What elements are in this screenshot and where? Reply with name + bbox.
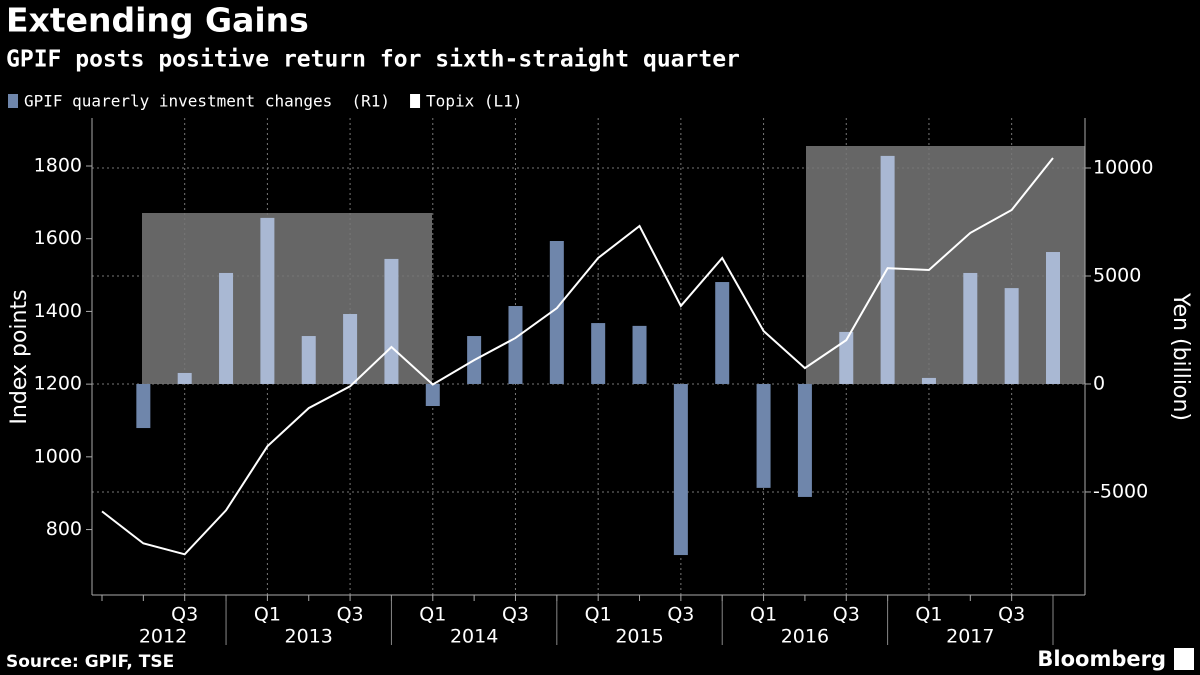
y2-axis-title: Yen (billion)	[1168, 292, 1193, 421]
year-label: 2012	[139, 626, 187, 648]
y-axis-title: Index points	[7, 289, 32, 424]
line	[101, 157, 1054, 556]
y2-tick-label: 0	[1093, 372, 1105, 394]
year-label: 2016	[781, 626, 829, 648]
x-tick-label: Q1	[915, 604, 942, 626]
x-tick-label: Q3	[833, 604, 860, 626]
x-tick-label: Q3	[667, 604, 694, 626]
brand: Bloomberg	[1037, 647, 1166, 671]
bar	[549, 241, 564, 384]
brand-icon	[1174, 648, 1194, 670]
bar	[715, 282, 730, 384]
y-tick-label: 1800	[34, 154, 82, 176]
year-label: 2017	[946, 626, 994, 648]
bar	[591, 323, 606, 384]
bar	[177, 372, 192, 384]
y2-tick-label: -5000	[1093, 480, 1148, 502]
legend-swatch	[410, 94, 421, 108]
y-tick-label: 800	[46, 518, 82, 540]
bar	[384, 258, 399, 384]
chart-subtitle: GPIF posts positive return for sixth-str…	[6, 47, 740, 73]
x-tick-label: Q3	[998, 604, 1025, 626]
bar	[756, 383, 771, 488]
bar	[508, 306, 523, 384]
x-tick-label: Q1	[750, 604, 777, 626]
source: Source: GPIF, TSE	[6, 652, 174, 672]
year-label: 2014	[450, 626, 498, 648]
bar	[136, 383, 151, 429]
bar	[963, 272, 978, 384]
bar	[219, 272, 234, 384]
bar	[425, 383, 440, 407]
x-tick-label: Q1	[419, 604, 446, 626]
bar	[301, 336, 316, 384]
x-tick-label: Q1	[254, 604, 281, 626]
bar	[839, 331, 854, 384]
year-label: 2013	[285, 626, 333, 648]
bar	[921, 377, 936, 384]
bar	[343, 314, 358, 384]
y2-tick-label: 5000	[1093, 264, 1141, 286]
x-tick-label: Q3	[502, 604, 529, 626]
y-tick-label: 1400	[34, 300, 82, 322]
legend-swatch	[8, 94, 18, 108]
bar	[797, 383, 812, 497]
y-tick-label: 1600	[34, 227, 82, 249]
bar	[1046, 252, 1060, 384]
x-tick-label: Q1	[585, 604, 612, 626]
y-tick-label: 1200	[34, 373, 82, 395]
x-tick-label: Q3	[171, 604, 198, 626]
y2-tick-label: 10000	[1093, 157, 1153, 179]
legend-label: GPIF quarerly investment changes (R1)	[24, 92, 390, 111]
bar	[632, 325, 647, 384]
y-tick-label: 1000	[34, 445, 82, 467]
x-tick-label: Q3	[337, 604, 364, 626]
bar	[1004, 288, 1019, 384]
legend-label: Topix (L1)	[426, 92, 522, 111]
bar	[260, 217, 275, 384]
year-label: 2015	[615, 626, 663, 648]
bar	[673, 383, 688, 556]
chart-title: Extending Gains	[6, 1, 309, 40]
